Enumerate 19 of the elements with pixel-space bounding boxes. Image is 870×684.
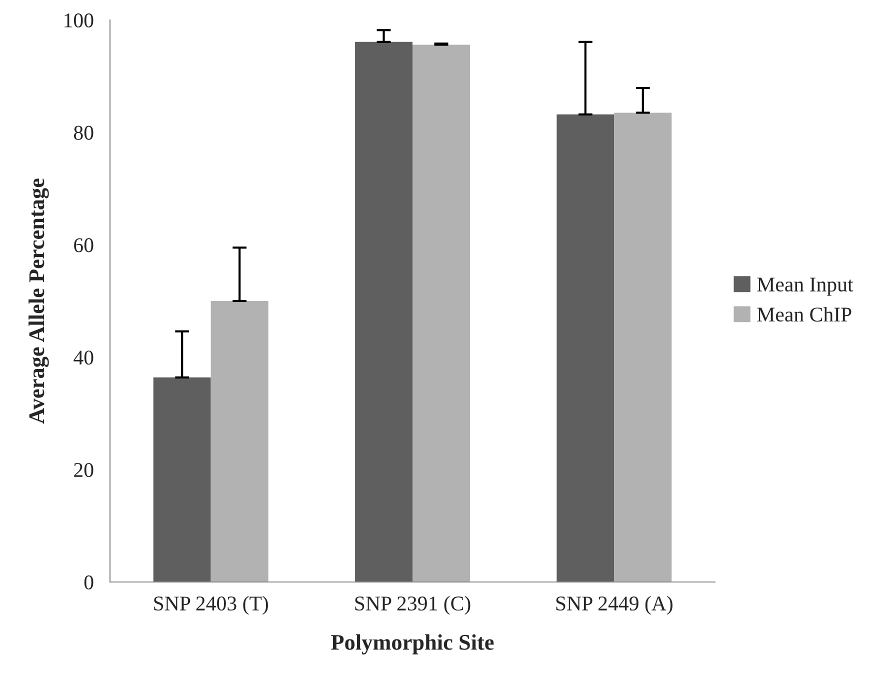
bar [412, 44, 470, 582]
x-tick-label: SNP 2403 (T) [154, 596, 268, 615]
legend-label: Mean Input [757, 278, 854, 296]
y-tick-label: 80 [74, 126, 94, 140]
x-axis-title: Polymorphic Site [331, 634, 494, 654]
legend-label: Mean ChIP [757, 306, 852, 322]
y-axis-title: Average Allele Percentage [28, 178, 49, 424]
y-tick-label: 0 [84, 575, 94, 590]
bar [556, 114, 614, 582]
bar [153, 377, 211, 582]
x-tick-label: SNP 2391 (C) [355, 596, 470, 615]
x-tick-label: SNP 2449 (A) [556, 596, 672, 615]
y-tick-label: 60 [74, 238, 94, 252]
bar [355, 42, 412, 582]
y-tick-label: 40 [74, 350, 94, 365]
bar [210, 301, 268, 582]
bar [614, 112, 672, 582]
y-tick-label: 100 [64, 13, 94, 28]
y-tick-label: 20 [74, 462, 94, 478]
